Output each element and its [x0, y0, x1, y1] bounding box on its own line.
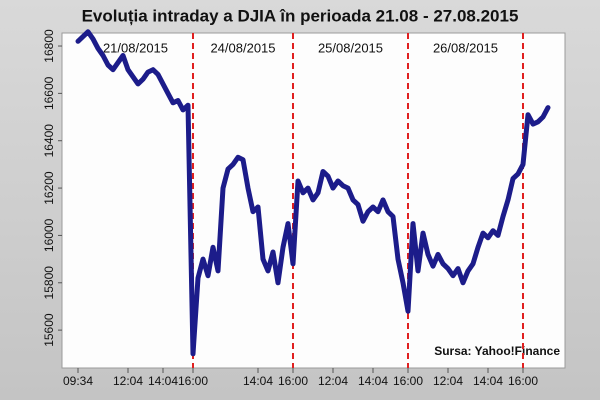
y-tick-label: 15600	[42, 313, 56, 347]
x-tick-label: 12:04	[113, 374, 143, 388]
day-label: 26/08/2015	[433, 40, 498, 55]
y-tick-label: 16400	[42, 124, 56, 158]
y-tick-label: 16200	[42, 171, 56, 205]
day-label: 25/08/2015	[318, 40, 383, 55]
y-tick-label: 16600	[42, 76, 56, 110]
x-tick-label: 12:04	[318, 374, 348, 388]
x-tick-label: 14:04	[473, 374, 503, 388]
x-tick-label: 12:04	[433, 374, 463, 388]
day-label: 21/08/2015	[103, 40, 168, 55]
x-tick-label: 14:04	[358, 374, 388, 388]
source: Sursa: Yahoo!Finance	[434, 344, 560, 358]
y-tick-label: 15800	[42, 266, 56, 300]
x-tick-label: 14:04	[243, 374, 273, 388]
x-tick-label: 16:00	[508, 374, 538, 388]
day-label: 24/08/2015	[210, 40, 275, 55]
x-tick-label: 16:00	[393, 374, 423, 388]
x-tick-label: 16:00	[278, 374, 308, 388]
price-line	[75, 29, 551, 357]
chart-title: Evoluția intraday a DJIA în perioada 21.…	[82, 6, 519, 25]
x-tick-label: 09:34	[63, 374, 93, 388]
y-tick-label: 16800	[42, 29, 56, 63]
x-tick-label: 16:00	[178, 374, 208, 388]
x-tick-label: 14:04	[148, 374, 178, 388]
y-tick-label: 16000	[42, 218, 56, 252]
